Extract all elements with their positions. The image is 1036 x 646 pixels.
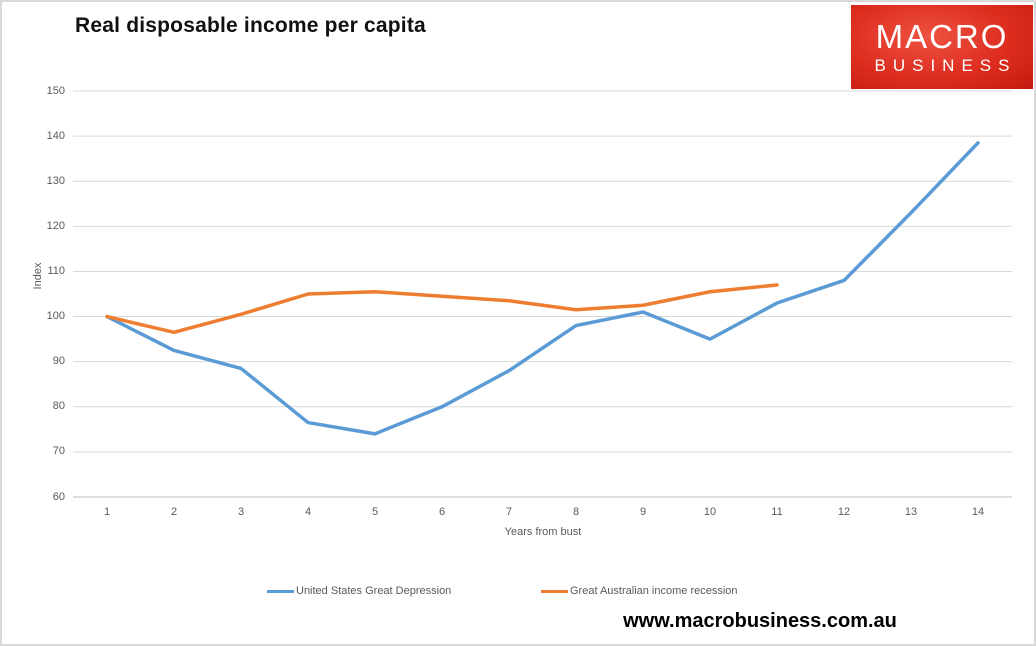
x-tick-label: 8 xyxy=(572,506,580,518)
x-tick-label: 1 xyxy=(103,506,111,518)
y-tick-label: 70 xyxy=(52,445,65,458)
legend-label: Great Australian income recession xyxy=(570,585,738,597)
y-tick-label: 120 xyxy=(46,219,65,232)
footer-url: www.macrobusiness.com.au xyxy=(623,610,897,632)
macrobusiness-logo: MACRO BUSINESS xyxy=(851,5,1033,89)
chart-title: Real disposable income per capita xyxy=(75,14,426,37)
x-tick-label: 5 xyxy=(371,506,379,518)
y-tick-label: 80 xyxy=(52,400,65,413)
x-tick-label: 12 xyxy=(837,506,851,518)
x-tick-label: 3 xyxy=(237,506,245,518)
logo-text-business: BUSINESS xyxy=(874,56,1017,75)
x-tick-label: 13 xyxy=(904,506,918,518)
y-tick-label: 90 xyxy=(52,355,65,368)
series-line-au xyxy=(105,283,779,335)
y-tick-label: 140 xyxy=(46,129,65,142)
x-tick-label: 7 xyxy=(505,506,513,518)
y-tick-label: 60 xyxy=(52,490,65,503)
y-tick-label: 110 xyxy=(47,264,65,277)
y-axis-title: Index xyxy=(32,262,44,290)
legend-item: Great Australian income recession xyxy=(541,584,738,598)
x-tick-label: 4 xyxy=(304,506,312,518)
series-lines xyxy=(105,141,980,436)
x-tick-label: 11 xyxy=(771,506,783,518)
logo-text-macro: MACRO xyxy=(875,18,1009,55)
x-tick-label: 10 xyxy=(703,506,717,518)
legend-label: United States Great Depression xyxy=(296,585,452,597)
x-axis-title: Years from bust xyxy=(504,526,582,538)
legend-swatch xyxy=(267,589,294,593)
x-tick-label: 6 xyxy=(438,506,446,518)
y-tick-label: 100 xyxy=(46,310,65,323)
y-tick-label: 150 xyxy=(46,84,65,97)
y-tick-label: 130 xyxy=(46,174,65,187)
x-tick-label: 9 xyxy=(639,506,647,518)
x-tick-label: 2 xyxy=(170,506,178,518)
legend-item: United States Great Depression xyxy=(267,584,451,598)
series-line-us xyxy=(105,141,980,436)
gridlines xyxy=(73,90,1012,498)
x-tick-label: 14 xyxy=(971,506,985,518)
legend-swatch xyxy=(541,589,568,593)
